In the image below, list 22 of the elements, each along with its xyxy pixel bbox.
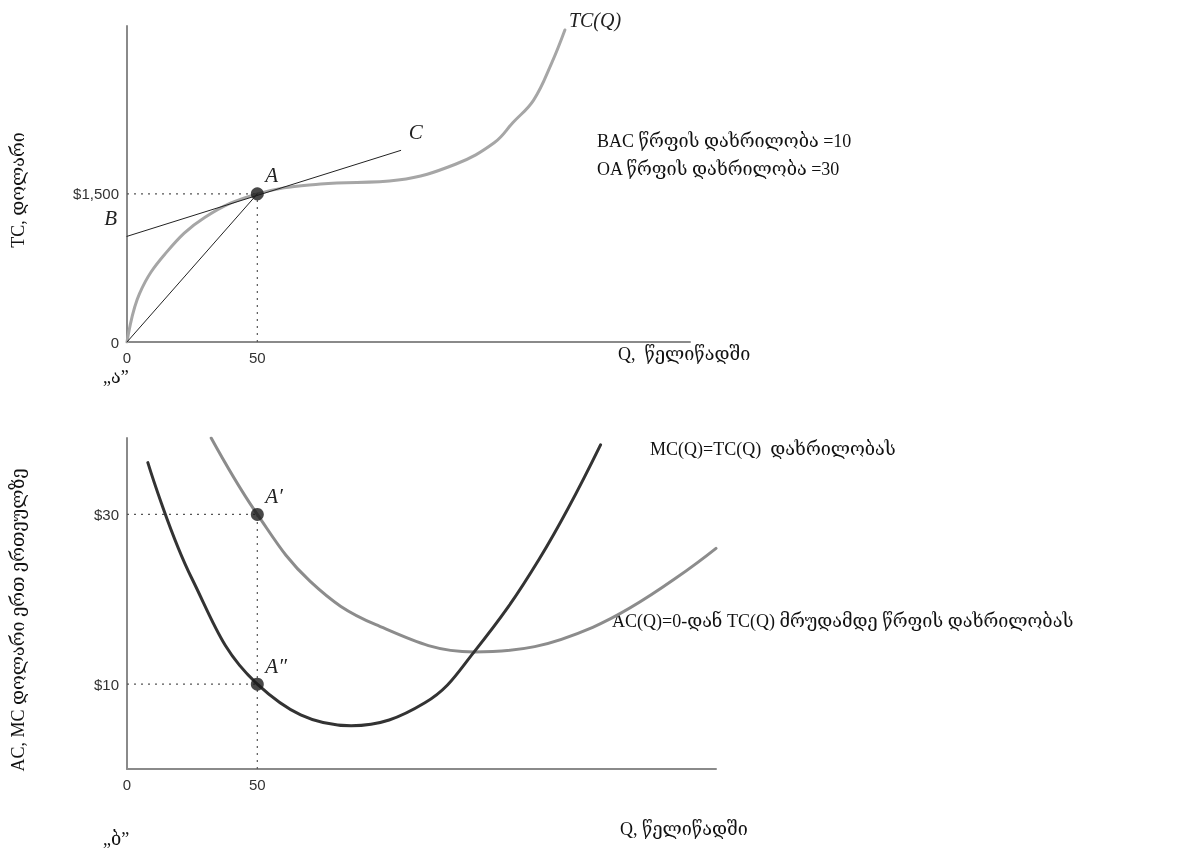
annotation: MC(Q)=TC(Q) დახრილობას [650,439,896,460]
x-axis-title: Q, წელიწადში [618,344,751,364]
text: „ბ” [103,829,130,849]
y-axis-title: AC, MC დოლარი ერთ ერთეულზე [8,468,28,772]
y-axis-title: TC, დოლარი [8,132,28,248]
annotation: A′ [263,483,284,508]
y-tick-label: $1,500 [73,185,119,203]
series-label: TC(Q) [568,8,622,32]
x-axis-title: Q, წელიწადში [620,819,748,839]
text: „ა” [103,367,129,387]
annotation: AC(Q)=0-დან TC(Q) მრუდამდე წრფის დახრილობას [612,610,1074,632]
annotation: A″ [263,653,288,678]
x-tick-label: 50 [248,349,266,366]
y-tick-label: $10 [93,675,119,693]
annotation: A [263,163,279,188]
annotation: BAC წრფის დახრილობა =10 [597,131,852,151]
annotation: OA წრფის დახრილობა =30 [597,159,840,179]
x-tick-label: 50 [248,776,266,793]
annotation: B [104,206,118,231]
y-tick-label: 0 [110,333,119,351]
y-tick-label: $30 [93,505,119,523]
annotation: C [408,119,424,144]
